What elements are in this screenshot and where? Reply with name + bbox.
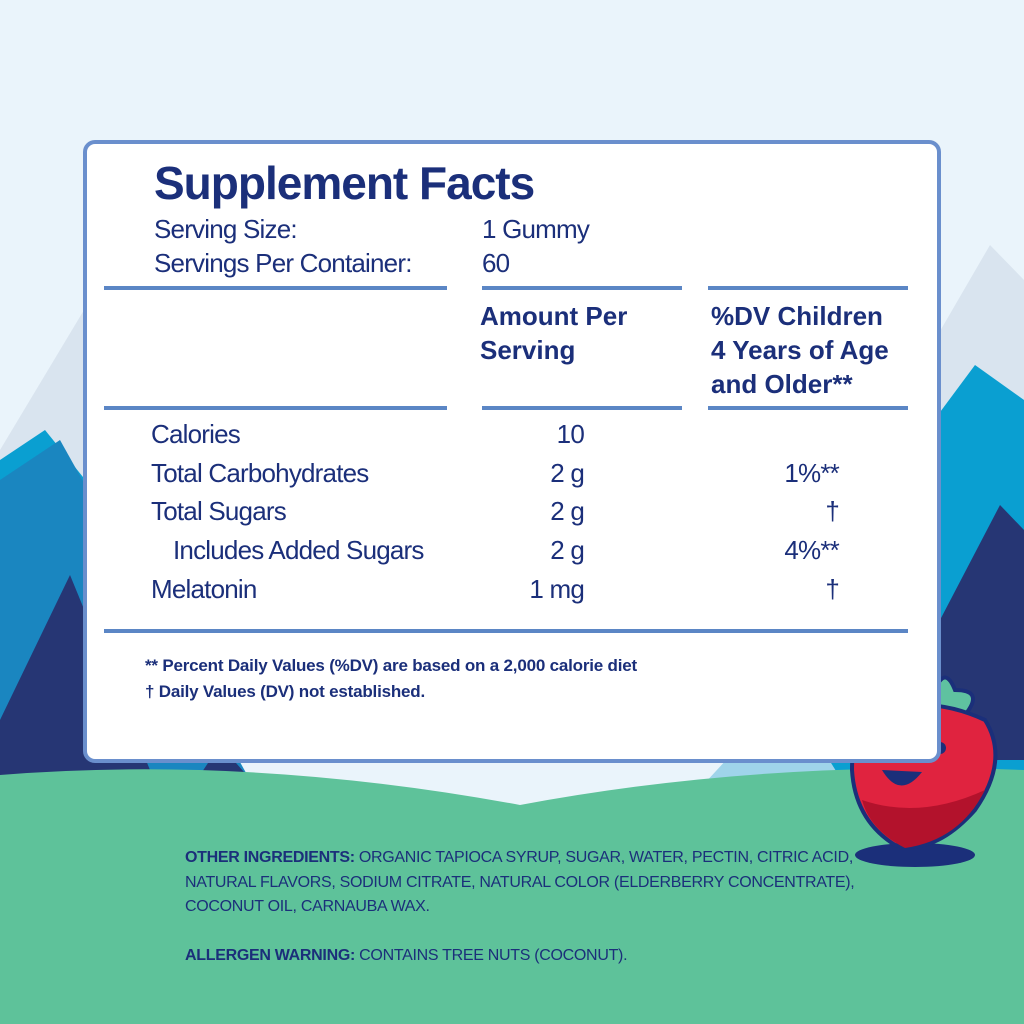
- title: Supplement Facts: [154, 157, 535, 209]
- amount: 2 g: [550, 457, 585, 488]
- daily-value: 1%**: [784, 457, 839, 488]
- label: OTHER INGREDIENTS:: [185, 849, 355, 866]
- servings-label: Servings Per Container:: [154, 248, 412, 278]
- rule: [104, 406, 447, 410]
- ingredients: OTHER INGREDIENTS: ORGANIC TAPIOCA SYRUP…: [185, 846, 865, 968]
- amount: 10: [556, 419, 585, 449]
- servings-value: 60: [482, 248, 510, 278]
- text: ORGANIC TAPIOCA SYRUP, SUGAR, WATER, PEC…: [185, 849, 855, 915]
- header-line: Amount Per: [480, 301, 628, 331]
- rule: [708, 286, 908, 290]
- amount: 2 g: [550, 496, 585, 527]
- daily-value: 4%**: [784, 535, 839, 566]
- header-line: Serving: [480, 335, 576, 365]
- nutrient-name: Melatonin: [151, 573, 257, 604]
- dv-header: %DV Children 4 Years of Age and Older**: [711, 299, 889, 401]
- amount: 1 mg: [529, 573, 584, 604]
- nutrient-name: Total Sugars: [151, 496, 287, 527]
- rule: [482, 286, 682, 290]
- nutrient-name: Total Carbohydrates: [151, 457, 369, 488]
- amount: 2 g: [550, 535, 585, 566]
- nutrient-name: Includes Added Sugars: [173, 535, 424, 566]
- footnote: ** Percent Daily Values (%DV) are based …: [145, 656, 637, 675]
- footnote: † Daily Values (DV) not established.: [145, 682, 425, 701]
- other-ingredients: OTHER INGREDIENTS: ORGANIC TAPIOCA SYRUP…: [185, 846, 865, 920]
- allergen: ALLERGEN WARNING: CONTAINS TREE NUTS (CO…: [185, 944, 865, 969]
- daily-value: †: [825, 496, 839, 527]
- header-line: 4 Years of Age: [711, 335, 889, 365]
- rule: [482, 406, 682, 410]
- header-line: and Older**: [711, 369, 853, 399]
- amount-header: Amount Per Serving: [480, 299, 627, 367]
- nutrient-name: Calories: [151, 419, 241, 449]
- header-line: %DV Children: [711, 301, 883, 331]
- rule: [104, 629, 908, 633]
- rule: [104, 286, 447, 290]
- rule: [708, 406, 908, 410]
- serving-size-label: Serving Size:: [154, 214, 298, 244]
- text: CONTAINS TREE NUTS (COCONUT).: [359, 946, 628, 964]
- daily-value: †: [825, 573, 839, 604]
- facts-panel: Supplement Facts Serving Size: 1 Gummy S…: [83, 140, 941, 763]
- label: ALLERGEN WARNING:: [185, 946, 356, 964]
- serving-size-value: 1 Gummy: [482, 214, 590, 244]
